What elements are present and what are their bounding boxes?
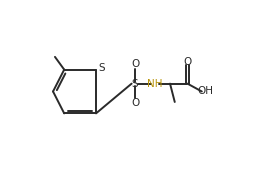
- Text: NH: NH: [147, 79, 162, 89]
- Text: O: O: [131, 59, 139, 69]
- Text: S: S: [98, 63, 104, 73]
- Text: S: S: [132, 79, 139, 89]
- Text: O: O: [183, 57, 192, 67]
- Text: O: O: [131, 98, 139, 108]
- Text: OH: OH: [197, 86, 213, 96]
